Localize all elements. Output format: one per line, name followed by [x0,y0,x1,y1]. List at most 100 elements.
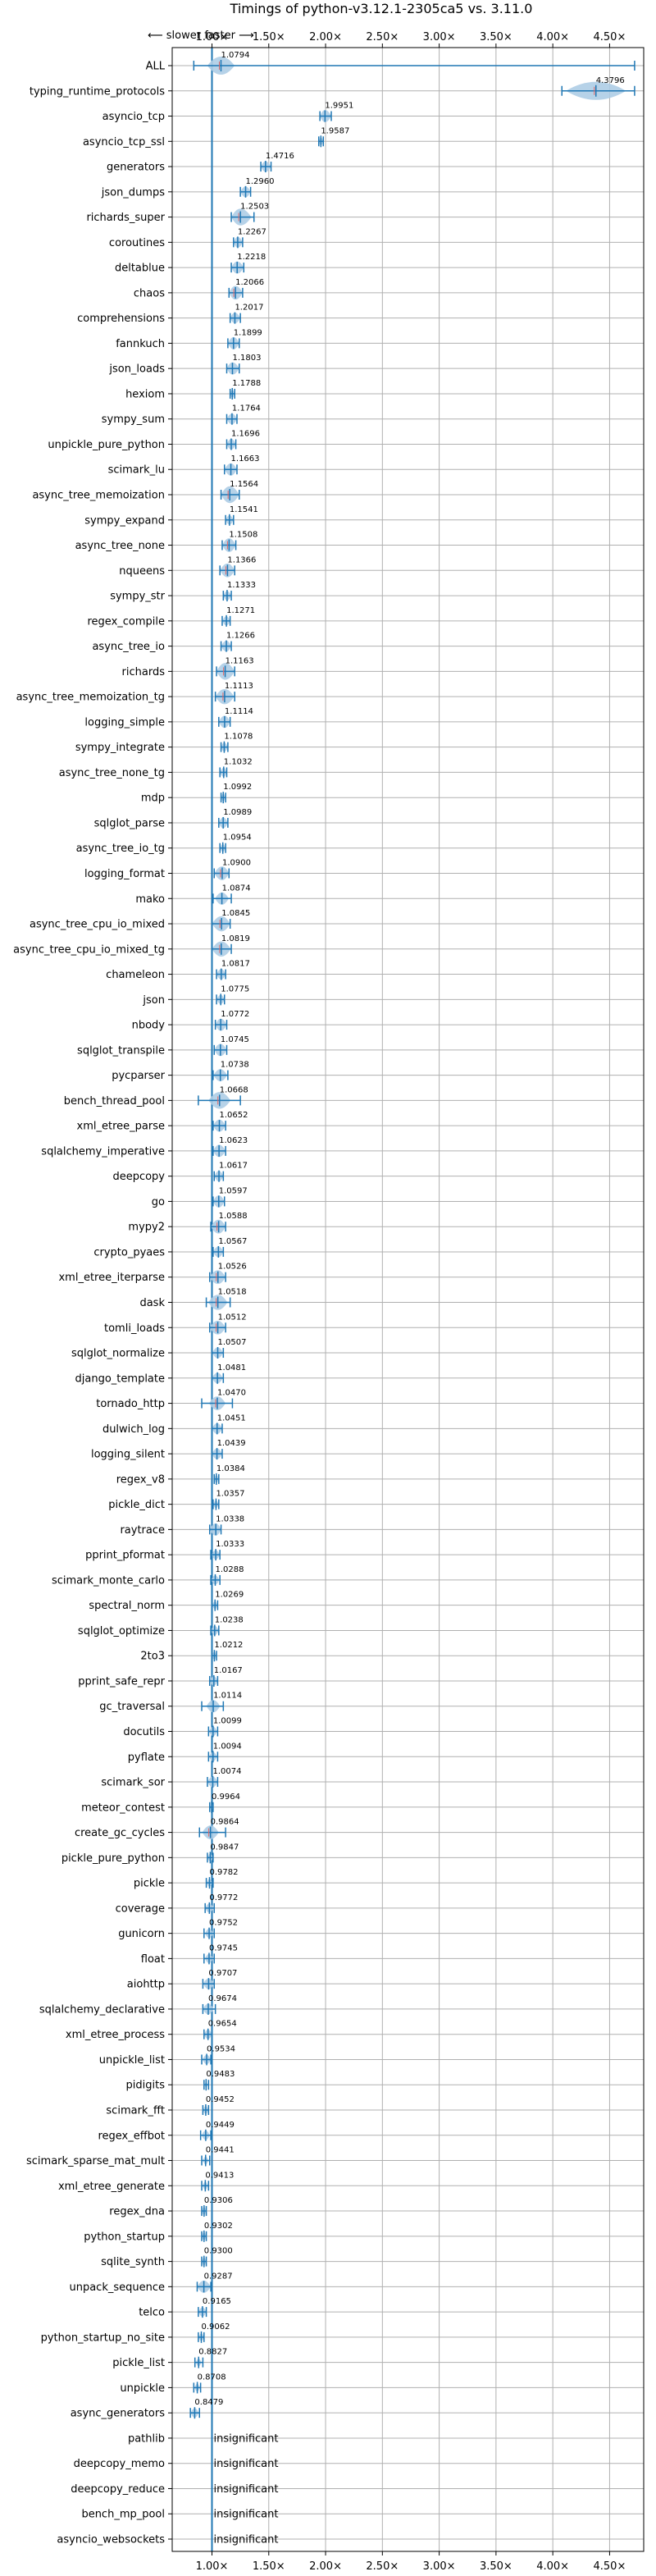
value-label: 1.2503 [240,203,269,212]
benchmark-label: crypto_pyaes [93,1246,165,1258]
value-label: 1.1663 [231,454,260,464]
value-label: 1.9587 [321,126,349,135]
benchmark-label: generators [107,162,165,174]
value-label: 1.0738 [221,1061,249,1070]
value-label: 0.9864 [211,1818,239,1827]
benchmark-label: async_tree_cpu_io_mixed_tg [13,943,165,956]
value-label: 0.9441 [206,2146,235,2155]
value-label: 0.9302 [204,2222,233,2231]
benchmark-label: telco [139,2307,165,2319]
benchmark-label: xml_etree_parse [77,1121,165,1133]
insignificant-label: insignificant [213,2458,278,2470]
benchmark-label: sqlglot_normalize [71,1348,165,1360]
value-label: 1.0874 [222,884,251,893]
benchmark-label: logging_simple [84,716,165,728]
benchmark-label: scimark_fft [106,2104,165,2117]
value-label: 1.1271 [226,606,255,615]
benchmark-label: xml_etree_generate [58,2181,165,2193]
benchmark-label: deepcopy [112,1171,165,1183]
benchmark-label: bench_thread_pool [64,1095,165,1108]
x-tick-label-bottom: 1.00× [196,2560,229,2573]
benchmark-label: sympy_str [110,591,165,603]
benchmark-label: async_tree_none_tg [59,767,165,779]
benchmark-label: regex_compile [87,615,165,628]
benchmark-label: json_dumps [101,186,165,199]
value-label: 1.0288 [215,1565,244,1574]
x-tick-label-top: 3.00× [423,31,456,43]
benchmark-label: spectral_norm [89,1600,165,1612]
value-label: 1.1696 [231,429,260,438]
value-label: 1.0652 [220,1111,248,1120]
benchmark-label: unpack_sequence [69,2281,165,2294]
benchmark-label: 2to3 [140,1651,165,1663]
benchmark-label: float [141,1953,165,1966]
benchmark-label: async_tree_io_tg [76,843,165,855]
benchmark-label: logging_silent [91,1449,165,1461]
value-label: 0.9707 [208,1969,237,1978]
benchmark-label: pprint_pformat [85,1550,165,1562]
value-label: 1.0745 [221,1035,249,1044]
benchmark-label: dulwich_log [102,1423,165,1436]
value-label: 1.0212 [214,1641,243,1650]
benchmark-label: pickle [134,1878,165,1890]
value-label: 0.9062 [201,2323,230,2332]
marks-layer [189,48,636,2551]
x-tick-label-bottom: 4.50× [594,2560,626,2573]
benchmark-label: aiohttp [127,1979,165,1991]
benchmark-label: asyncio_tcp_ssl [83,136,165,148]
benchmark-label: async_tree_none [75,540,165,552]
value-label: 1.1032 [224,757,253,766]
benchmark-label: dask [139,1297,165,1309]
benchmark-label: xml_etree_process [66,2029,165,2041]
benchmark-label: async_tree_io [92,641,165,653]
x-tick-label-top: 4.50× [594,31,626,43]
value-label: 1.0384 [216,1464,245,1473]
value-label: 1.0094 [213,1742,242,1751]
insignificant-label: insignificant [213,2483,278,2496]
benchmark-label: logging_format [84,868,165,880]
x-tick-label-bottom: 3.50× [480,2560,512,2573]
value-label: 1.0819 [221,934,250,943]
benchmark-label: unpickle_pure_python [48,439,165,451]
benchmark-label: pathlib [128,2432,165,2445]
benchmark-label: richards_super [86,212,165,224]
value-label: 1.0794 [221,51,249,60]
value-label: 1.2066 [235,278,264,287]
value-label: 1.1899 [234,328,262,337]
benchmark-label: hexiom [125,388,165,400]
value-label: 1.0269 [215,1591,244,1600]
value-label: 1.0518 [218,1288,247,1297]
benchmark-label: coroutines [109,237,165,249]
benchmark-label: pyflate [128,1752,165,1764]
benchmark-label: regex_dna [109,2206,165,2218]
benchmark-label: json [142,994,165,1007]
benchmark-label: async_generators [71,2408,166,2420]
value-label: 0.9449 [206,2121,235,2130]
benchmark-label: unpickle [120,2382,165,2395]
benchmark-label: tomli_loads [104,1322,165,1335]
value-label: 1.0357 [216,1490,244,1499]
benchmark-label: json_loads [108,363,165,376]
value-label: 1.1564 [230,480,258,489]
benchmark-label: chaos [134,287,165,299]
benchmark-label: async_tree_memoization_tg [16,692,165,704]
labels-layer: 1.00× 1.00× 1.50× 1.50× 2.00× 2.00× 2.50× 2.50×… [13,31,626,2573]
value-label: 1.0817 [221,960,250,969]
insignificant-label: insignificant [213,2534,278,2546]
x-tick-label-bottom: 1.50× [253,2560,285,2573]
insignificant-label: insignificant [213,2509,278,2521]
x-tick-label-top: 3.50× [480,31,512,43]
value-label: 0.9306 [204,2196,233,2205]
benchmark-label: sqlglot_optimize [78,1625,165,1637]
value-label: 0.9165 [203,2297,231,2306]
value-label: 1.0597 [219,1186,248,1195]
value-label: 1.0114 [213,1692,242,1701]
benchmark-label: raytrace [120,1524,165,1537]
value-label: 1.0512 [218,1313,247,1322]
value-label: 1.1788 [232,379,261,388]
value-label: 1.1114 [225,707,253,716]
benchmark-label: sqlalchemy_imperative [41,1145,165,1158]
benchmark-label: go [152,1196,165,1208]
value-label: 1.0668 [220,1085,248,1094]
benchmark-label: sympy_integrate [75,742,165,754]
